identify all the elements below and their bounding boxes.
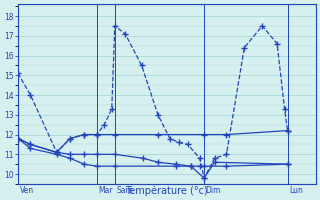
Text: Ven: Ven	[20, 186, 34, 195]
Text: Sam: Sam	[116, 186, 133, 195]
X-axis label: Température (°c): Température (°c)	[125, 185, 208, 196]
Text: Lun: Lun	[289, 186, 303, 195]
Text: Mar: Mar	[98, 186, 113, 195]
Text: Dim: Dim	[206, 186, 221, 195]
